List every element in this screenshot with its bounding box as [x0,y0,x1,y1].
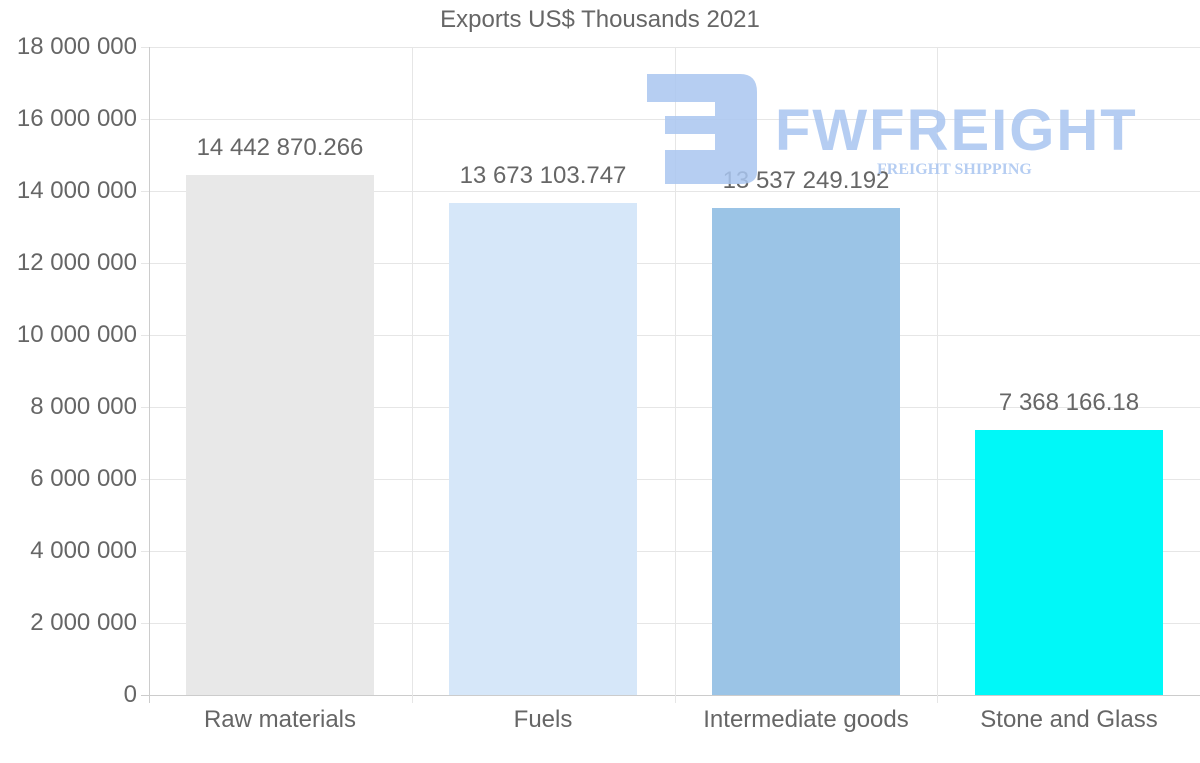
gridline-horizontal [141,551,1200,552]
y-tick-label: 4 000 000 [30,537,137,564]
bar-value-label: 13 673 103.747 [459,162,627,189]
y-tick-label: 6 000 000 [30,465,137,492]
y-tick-label: 8 000 000 [30,393,137,420]
bar-intermediate-goods[interactable] [712,208,900,695]
gridline-horizontal [141,119,1200,120]
gridline-vertical [937,47,938,703]
x-tick-label: Fuels [513,706,573,733]
bar-stone-and-glass[interactable] [975,430,1163,695]
gridline-horizontal [141,623,1200,624]
bar-value-label: 7 368 166.18 [998,389,1140,416]
gridline-horizontal [141,407,1200,408]
y-tick-label: 18 000 000 [16,33,137,60]
x-tick-label: Raw materials [203,706,357,733]
bar-fuels[interactable] [449,203,637,695]
y-tick-label: 14 000 000 [16,177,137,204]
bar-value-label: 14 442 870.266 [196,134,364,161]
y-tick-label: 16 000 000 [16,105,137,132]
y-tick-label: 10 000 000 [16,321,137,348]
bar-value-label: 13 537 249.192 [722,167,890,194]
x-tick-label: Stone and Glass [980,706,1158,733]
gridline-vertical [149,47,150,703]
chart-title: Exports US$ Thousands 2021 [440,6,760,33]
gridline-horizontal [141,191,1200,192]
gridline-horizontal [141,263,1200,264]
gridline-horizontal [141,479,1200,480]
y-tick-label: 0 [123,681,137,708]
gridline-vertical [412,47,413,703]
y-tick-label: 2 000 000 [30,609,137,636]
x-tick-label: Intermediate goods [703,706,909,733]
watermark-brand: FWFREIGHT [775,98,1138,163]
gridline-vertical [675,47,676,703]
y-tick-label: 12 000 000 [16,249,137,276]
gridline-horizontal [141,695,1200,696]
gridline-horizontal [141,47,1200,48]
bar-raw-materials[interactable] [186,175,374,695]
gridline-horizontal [141,335,1200,336]
